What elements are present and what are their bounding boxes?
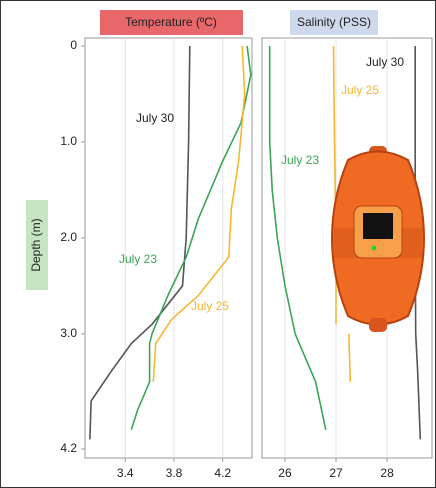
chart: Temperature (ºC) Salinity (PSS) Depth (m… xyxy=(0,0,436,488)
x-tick-label: 3.8 xyxy=(166,466,183,480)
x-tick-label: 3.4 xyxy=(117,466,134,480)
series-label: July 25 xyxy=(191,299,229,313)
y-tick-label: 3.0 xyxy=(60,326,77,340)
x-tick-label: 4.2 xyxy=(214,466,231,480)
series-label: July 25 xyxy=(341,83,379,97)
chart-title: Temperature (ºC) xyxy=(125,15,217,29)
device-image xyxy=(332,146,424,332)
chart-title: Salinity (PSS) xyxy=(297,15,371,29)
series-label: July 30 xyxy=(366,55,404,69)
series-line xyxy=(153,46,244,382)
y-tick-label: 0 xyxy=(70,38,77,52)
series-line xyxy=(270,46,326,430)
y-tick-label: 4.2 xyxy=(60,441,77,455)
series-line xyxy=(131,46,251,430)
y-axis-label: Depth (m) xyxy=(29,218,43,271)
y-tick-label: 1.0 xyxy=(60,134,77,148)
panel-frame xyxy=(85,38,252,458)
x-tick-label: 28 xyxy=(380,466,394,480)
series-label: July 23 xyxy=(281,153,319,167)
x-tick-label: 27 xyxy=(329,466,343,480)
series-label: July 30 xyxy=(136,111,174,125)
y-tick-label: 2.0 xyxy=(60,230,77,244)
series-line xyxy=(90,46,190,439)
x-tick-label: 26 xyxy=(278,466,292,480)
series-label: July 23 xyxy=(119,252,157,266)
